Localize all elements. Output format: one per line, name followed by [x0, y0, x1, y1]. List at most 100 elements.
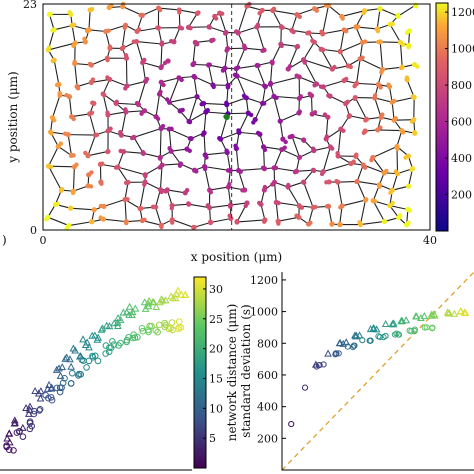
std-triangle-point — [381, 319, 390, 328]
network-edge — [188, 111, 207, 122]
network-edge — [103, 218, 127, 223]
network-node — [287, 64, 293, 69]
network-node — [88, 184, 94, 189]
network-node — [157, 165, 162, 170]
std-circle-point — [391, 331, 399, 338]
distance-circle-point — [36, 407, 43, 414]
network-edge — [296, 169, 314, 172]
network-edge — [137, 81, 147, 105]
network-node — [196, 10, 201, 15]
network-node — [51, 118, 57, 123]
network-edge — [235, 47, 246, 69]
network-node — [82, 36, 87, 42]
network-node — [407, 208, 413, 213]
network-edge — [188, 13, 198, 28]
network-node — [233, 29, 239, 34]
network-edge — [392, 185, 409, 191]
network-node — [108, 126, 113, 131]
network-edge — [339, 29, 345, 52]
network-node — [138, 12, 143, 18]
network-node — [273, 165, 279, 171]
network-node — [352, 83, 357, 89]
network-edge — [271, 43, 282, 63]
network-node — [208, 219, 213, 224]
network-edge — [238, 26, 258, 34]
distance-triangle-point — [157, 295, 166, 303]
network-node — [268, 80, 273, 86]
distance-triangle-point — [172, 289, 180, 297]
network-edge — [169, 128, 192, 140]
network-node — [105, 110, 110, 115]
network-node — [168, 38, 174, 44]
network-node — [67, 10, 72, 15]
distance-circle-point — [45, 394, 52, 402]
network-node — [257, 11, 262, 16]
network-edge — [226, 97, 247, 106]
std-y-tick-label: 1000 — [250, 306, 278, 319]
network-node — [129, 135, 135, 141]
network-node — [217, 135, 222, 141]
network-node — [241, 43, 247, 48]
network-node — [225, 85, 231, 90]
network-node — [372, 93, 378, 98]
network-nodes — [44, 1, 420, 231]
network-edge — [397, 4, 416, 17]
network-node — [276, 200, 281, 206]
network-node — [192, 60, 197, 66]
network-node — [372, 198, 378, 204]
network-node — [294, 44, 299, 50]
network-node — [296, 155, 302, 160]
network-edge — [376, 8, 381, 30]
network-edge — [359, 42, 364, 59]
network-edge — [160, 43, 163, 68]
network-node — [139, 111, 144, 116]
network-edge — [389, 24, 401, 43]
distance-circle-point — [177, 324, 185, 331]
time-colorbar-ticks: 200 400 600 800 1000 1200 — [445, 6, 474, 202]
network-edge — [246, 5, 263, 11]
network-edge — [322, 29, 345, 35]
network-node — [409, 167, 414, 173]
network-node — [352, 96, 357, 101]
distance-scatter-points — [3, 286, 190, 454]
network-edge — [74, 63, 78, 87]
network-edge — [320, 48, 333, 70]
network-edge — [137, 27, 159, 32]
network-node — [388, 190, 393, 195]
network-node — [140, 149, 146, 155]
network-node — [395, 12, 401, 18]
network-edge — [162, 163, 181, 166]
std-panel: 200 400 600 800 1000 1200 standard deviation … — [239, 271, 474, 471]
network-node — [46, 45, 52, 50]
network-node — [207, 25, 213, 30]
network-edge — [52, 94, 61, 118]
distance-circle-point — [123, 338, 130, 346]
std-triangle-point — [456, 307, 465, 315]
network-node — [282, 145, 287, 150]
network-node — [75, 86, 81, 91]
network-node — [194, 169, 199, 174]
distance-scatter-panel — [0, 286, 192, 471]
distance-circle-point — [47, 394, 55, 401]
network-edge — [116, 102, 139, 106]
network-edge — [238, 170, 246, 191]
network-node — [220, 68, 226, 73]
network-node — [89, 110, 95, 116]
network-edge — [71, 25, 76, 44]
distance-circle-point — [94, 357, 102, 365]
std-circle-point — [421, 324, 428, 331]
distance-circle-point — [56, 388, 64, 396]
network-edge — [67, 134, 72, 156]
network-edge — [341, 199, 366, 207]
network-edge — [57, 146, 72, 156]
std-triangle-point — [427, 310, 436, 318]
std-triangle-point — [352, 331, 361, 339]
network-node — [57, 90, 62, 96]
network-edge — [238, 112, 249, 133]
network-edge — [230, 202, 248, 206]
network-node — [49, 131, 54, 136]
network-edge — [179, 9, 198, 14]
network-edge — [142, 62, 147, 82]
network-node — [87, 61, 93, 67]
network-node — [380, 112, 385, 117]
